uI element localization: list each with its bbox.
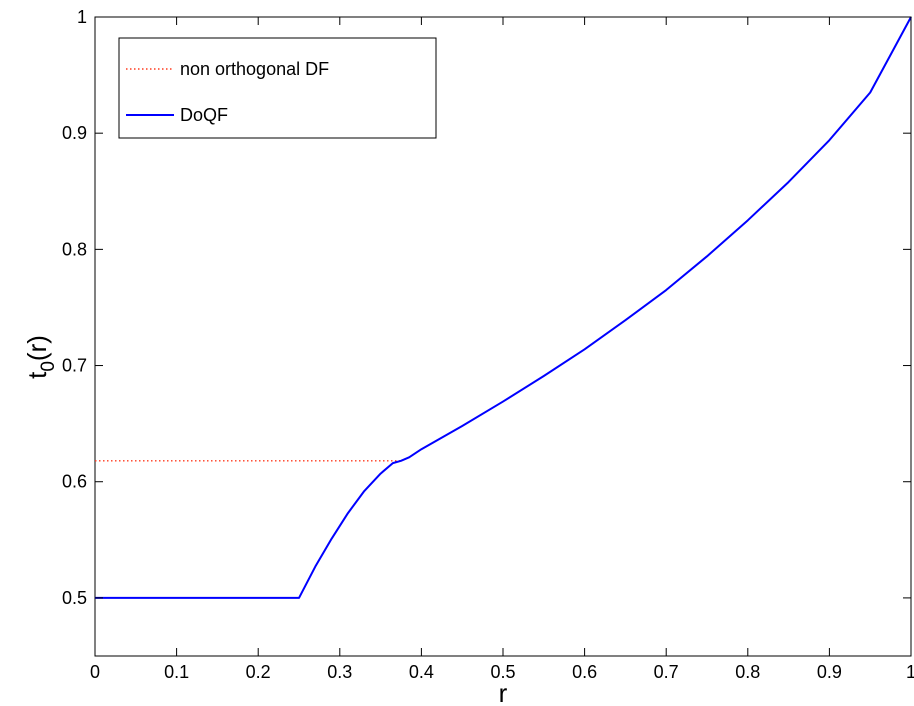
y-axis-title-subscript: 0 [38,361,59,372]
y-axis-title-tail: (r) [22,335,52,361]
x-tick-label: 0.7 [654,662,679,682]
y-axis-title: t0(r) [22,335,59,379]
x-tick-label: 0.4 [409,662,434,682]
x-tick-label: 0.6 [572,662,597,682]
x-tick-label: 1 [906,662,914,682]
x-tick-label: 0 [90,662,100,682]
legend-label-doqf: DoQF [180,105,228,125]
legend-box [118,37,437,139]
ticks-layer: 0 0.1 0.2 0.3 0.4 0.5 0.6 0.7 0.8 0.9 1 0.5 0.6 0.7 0.… [62,7,914,682]
legend-label-non-orthogonal-df: non orthogonal DF [180,59,329,79]
y-tick-label: 0.6 [62,472,87,492]
y-axis-title-main: t [22,371,52,379]
series-line-doqf [95,16,912,599]
x-tick-label: 0.3 [327,662,352,682]
y-tick-label: 0.7 [62,356,87,376]
y-tick-label: 0.9 [62,123,87,143]
x-tick-label: 0.9 [817,662,842,682]
y-tick-label: 0.8 [62,239,87,259]
x-tick-label: 0.1 [164,662,189,682]
x-tick-label: 0.8 [735,662,760,682]
y-tick-label: 1 [77,7,87,27]
x-tick-label: 0.5 [490,662,515,682]
y-tick-label: 0.5 [62,588,87,608]
x-axis-title: r [499,678,508,706]
x-tick-label: 0.2 [246,662,271,682]
series-layer [95,16,912,599]
legend: non orthogonal DF DoQF [118,37,437,139]
